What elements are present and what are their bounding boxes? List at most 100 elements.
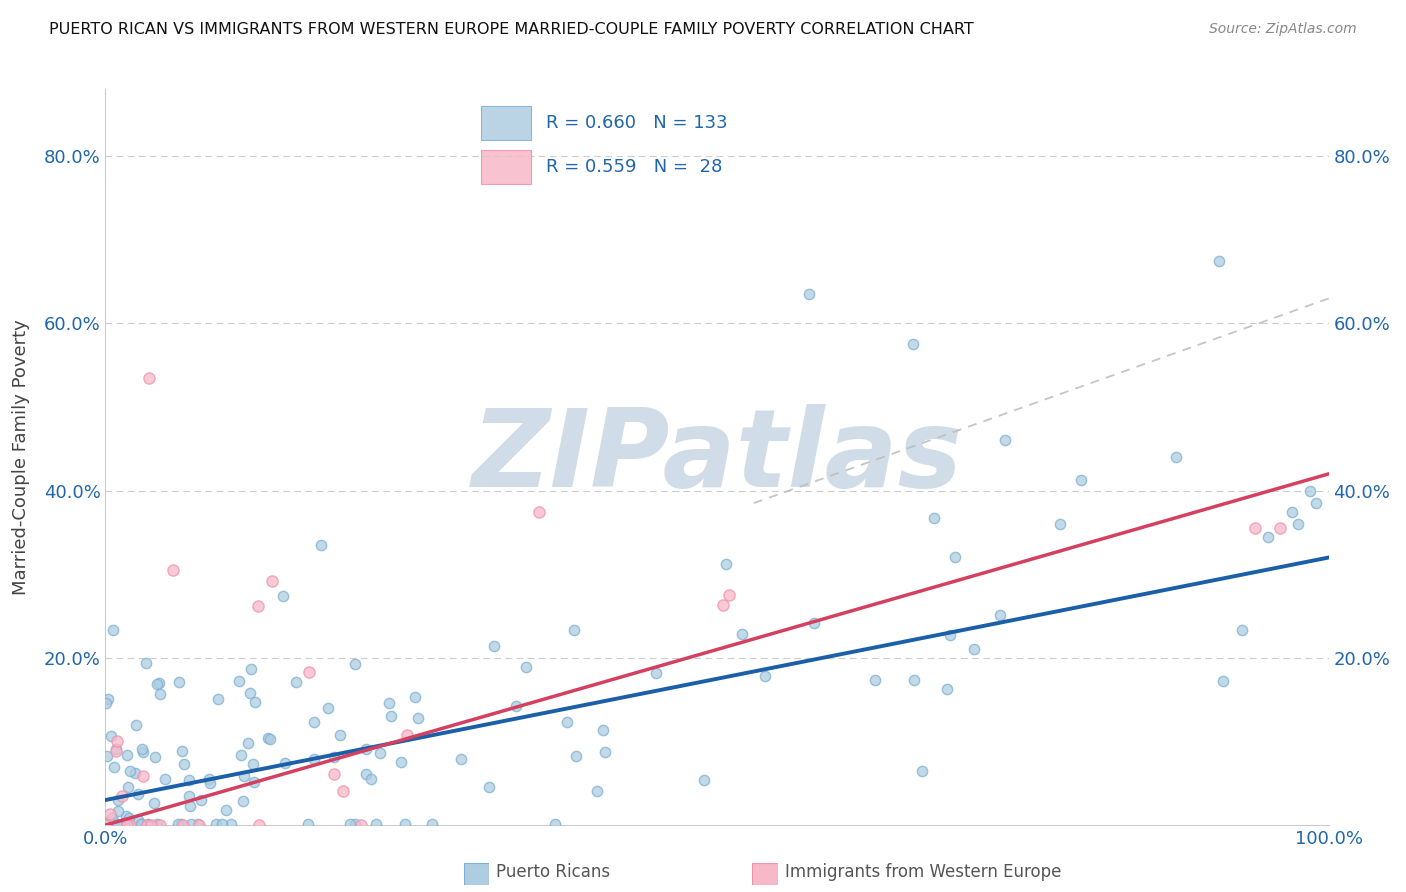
Puerto Ricans [124, 766, 146, 780]
Puerto Ricans [100, 729, 122, 743]
Puerto Ricans [215, 803, 238, 817]
Puerto Ricans [1164, 450, 1187, 464]
Puerto Ricans [145, 677, 167, 691]
Puerto Ricans [943, 550, 966, 565]
Puerto Ricans [131, 742, 153, 756]
Puerto Ricans [242, 775, 264, 789]
Puerto Ricans [190, 793, 212, 807]
Puerto Ricans [94, 817, 117, 831]
Y-axis label: Married-Couple Family Poverty: Married-Couple Family Poverty [11, 319, 30, 595]
Puerto Ricans [105, 817, 128, 831]
Puerto Ricans [360, 772, 382, 787]
Puerto Ricans [101, 811, 124, 825]
Puerto Ricans [125, 718, 148, 732]
Puerto Ricans [132, 745, 155, 759]
Puerto Ricans [179, 799, 201, 814]
Immigrants from Western Europe [162, 563, 184, 577]
Immigrants from Western Europe [395, 729, 418, 743]
Puerto Ricans [988, 607, 1011, 622]
Immigrants from Western Europe [105, 733, 128, 747]
Immigrants from Western Europe [246, 599, 269, 613]
Puerto Ricans [198, 772, 221, 787]
Puerto Ricans [364, 817, 387, 831]
Immigrants from Western Europe [527, 505, 550, 519]
Immigrants from Western Europe [188, 818, 211, 832]
Puerto Ricans [1049, 516, 1071, 531]
Puerto Ricans [127, 787, 149, 801]
Immigrants from Western Europe [323, 767, 346, 781]
Puerto Ricans [714, 557, 737, 571]
Puerto Ricans [118, 764, 141, 779]
Puerto Ricans [478, 780, 501, 794]
Puerto Ricans [1305, 496, 1327, 510]
Puerto Ricans [187, 817, 209, 831]
Puerto Ricans [515, 659, 537, 673]
Puerto Ricans [404, 690, 426, 705]
Puerto Ricans [1232, 624, 1254, 638]
Immigrants from Western Europe [298, 665, 321, 679]
Puerto Ricans [149, 687, 172, 701]
Puerto Ricans [129, 817, 152, 831]
Puerto Ricans [153, 772, 176, 787]
Puerto Ricans [368, 746, 391, 760]
Puerto Ricans [389, 755, 412, 769]
Puerto Ricans [1299, 483, 1322, 498]
Puerto Ricans [207, 692, 229, 706]
Puerto Ricans [911, 764, 934, 779]
Puerto Ricans [146, 817, 169, 831]
Puerto Ricans [644, 666, 666, 681]
Puerto Ricans [309, 538, 332, 552]
Immigrants from Western Europe [148, 818, 170, 832]
Puerto Ricans [274, 756, 297, 771]
Puerto Ricans [592, 723, 614, 737]
Immigrants from Western Europe [1268, 521, 1291, 535]
Puerto Ricans [117, 780, 139, 794]
Immigrants from Western Europe [262, 574, 284, 588]
Puerto Ricans [129, 817, 152, 831]
Puerto Ricans [1208, 253, 1230, 268]
Puerto Ricans [593, 745, 616, 759]
Puerto Ricans [339, 817, 361, 831]
Puerto Ricans [378, 696, 401, 710]
Immigrants from Western Europe [136, 818, 159, 832]
Puerto Ricans [236, 736, 259, 750]
Puerto Ricans [127, 813, 149, 827]
Puerto Ricans [103, 760, 125, 774]
Puerto Ricans [354, 767, 377, 781]
Puerto Ricans [104, 742, 127, 756]
Puerto Ricans [166, 817, 188, 831]
Puerto Ricans [118, 811, 141, 825]
Puerto Ricans [167, 675, 190, 690]
Immigrants from Western Europe [100, 806, 122, 821]
Puerto Ricans [297, 817, 319, 831]
Puerto Ricans [240, 661, 263, 675]
Puerto Ricans [922, 511, 945, 525]
Puerto Ricans [115, 748, 138, 763]
Puerto Ricans [797, 287, 820, 301]
Puerto Ricans [112, 816, 135, 830]
Puerto Ricans [316, 700, 339, 714]
Puerto Ricans [179, 789, 201, 803]
Immigrants from Western Europe [718, 588, 741, 602]
Puerto Ricans [329, 728, 352, 742]
Puerto Ricans [198, 776, 221, 790]
Puerto Ricans [232, 769, 254, 783]
Puerto Ricans [323, 750, 346, 764]
Puerto Ricans [257, 731, 280, 746]
Puerto Ricans [803, 615, 825, 630]
Puerto Ricans [105, 817, 128, 831]
Puerto Ricans [94, 696, 117, 710]
Text: Source: ZipAtlas.com: Source: ZipAtlas.com [1209, 22, 1357, 37]
Puerto Ricans [180, 817, 202, 831]
Immigrants from Western Europe [120, 818, 142, 832]
Puerto Ricans [863, 673, 886, 687]
Immigrants from Western Europe [332, 784, 354, 798]
Immigrants from Western Europe [117, 818, 139, 832]
Puerto Ricans [302, 714, 325, 729]
Puerto Ricans [936, 681, 959, 696]
Puerto Ricans [408, 711, 430, 725]
Puerto Ricans [136, 817, 159, 831]
Puerto Ricans [115, 809, 138, 823]
Puerto Ricans [135, 657, 157, 671]
Puerto Ricans [96, 749, 118, 764]
